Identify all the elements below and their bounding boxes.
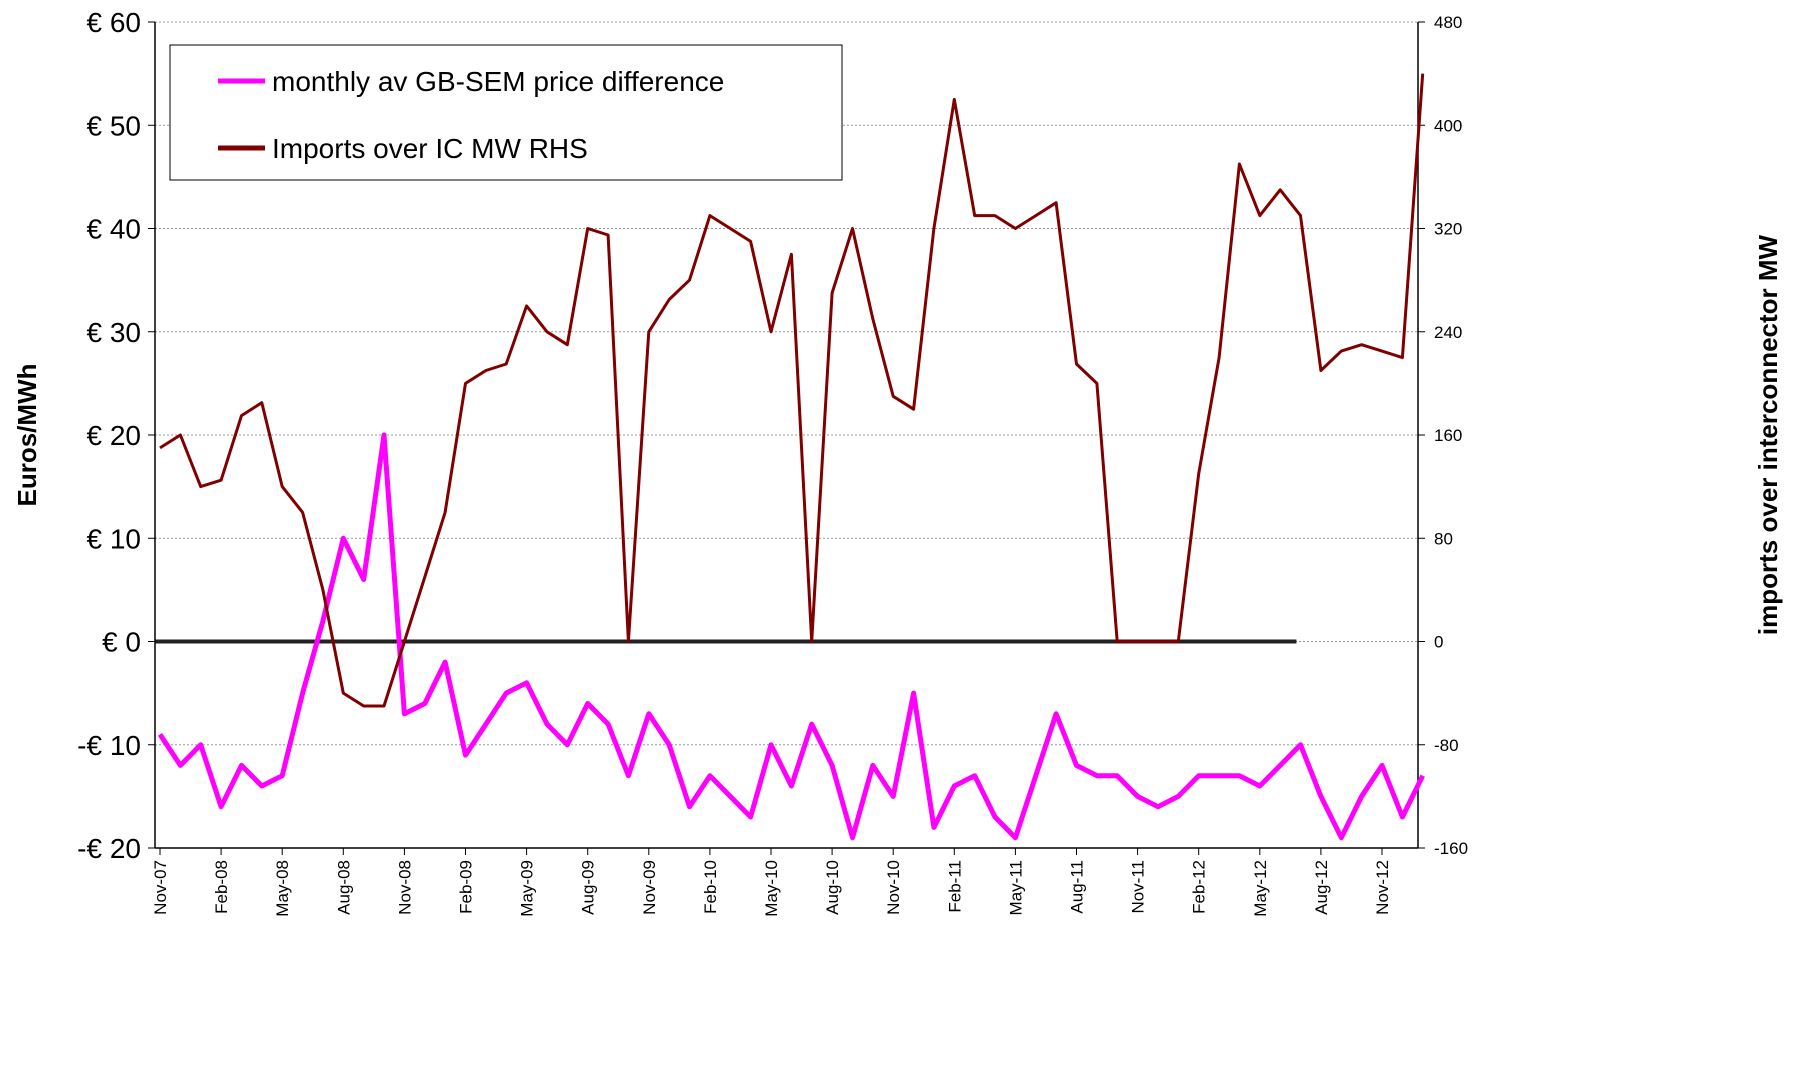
legend-label: Imports over IC MW RHS xyxy=(272,133,588,164)
x-tick-label: Nov-08 xyxy=(395,860,414,915)
y2-tick-label: 160 xyxy=(1434,426,1462,445)
x-tick-label: Aug-09 xyxy=(579,860,598,915)
y2-tick-label: 400 xyxy=(1434,116,1462,135)
x-tick-label: Feb-11 xyxy=(945,860,964,913)
series-line xyxy=(159,73,1425,708)
x-tick-label: May-09 xyxy=(518,860,537,917)
x-tick-label: Aug-12 xyxy=(1312,860,1331,915)
x-tick-label: Aug-10 xyxy=(823,860,842,915)
x-tick-label: May-12 xyxy=(1251,860,1270,917)
x-tick-label: Feb-09 xyxy=(457,860,476,914)
y2-tick-label: 80 xyxy=(1434,529,1453,548)
y2-tick-label: -80 xyxy=(1434,736,1459,755)
x-tick-label: Feb-12 xyxy=(1190,860,1209,914)
series-line xyxy=(157,432,1425,841)
y-tick-label: € 10 xyxy=(87,523,142,554)
y2-axis-title: imports over interconnector MW xyxy=(1753,234,1783,635)
x-tick-label: Nov-10 xyxy=(884,860,903,915)
y-tick-label: € 0 xyxy=(102,627,141,658)
x-tick-label: Nov-11 xyxy=(1129,860,1148,914)
x-tick-label: Aug-11 xyxy=(1068,860,1087,914)
y2-tick-label: -160 xyxy=(1434,839,1468,858)
y-tick-label: -€ 20 xyxy=(77,833,141,864)
x-tick-label: May-11 xyxy=(1006,860,1025,915)
y-tick-label: € 30 xyxy=(87,317,142,348)
y-tick-label: -€ 10 xyxy=(77,730,141,761)
x-tick-label: May-08 xyxy=(273,860,292,917)
y2-tick-label: 240 xyxy=(1434,323,1462,342)
x-tick-label: Nov-07 xyxy=(151,860,170,915)
y2-tick-label: 320 xyxy=(1434,220,1462,239)
y-tick-label: € 50 xyxy=(87,110,142,141)
y2-tick-label: 0 xyxy=(1434,633,1443,652)
y-axis-title: Euros/MWh xyxy=(12,364,42,507)
x-tick-label: Aug-08 xyxy=(334,860,353,915)
x-tick-label: May-10 xyxy=(762,860,781,917)
x-tick-label: Feb-08 xyxy=(212,860,231,914)
legend-label: monthly av GB-SEM price difference xyxy=(272,66,724,97)
y2-tick-label: 480 xyxy=(1434,13,1462,32)
x-tick-label: Nov-09 xyxy=(640,860,659,915)
x-tick-label: Nov-12 xyxy=(1373,860,1392,915)
y-tick-label: € 20 xyxy=(87,420,142,451)
legend-box xyxy=(169,44,843,181)
y-tick-label: € 60 xyxy=(87,7,142,38)
x-tick-label: Feb-10 xyxy=(701,860,720,914)
y-tick-label: € 40 xyxy=(87,214,142,245)
